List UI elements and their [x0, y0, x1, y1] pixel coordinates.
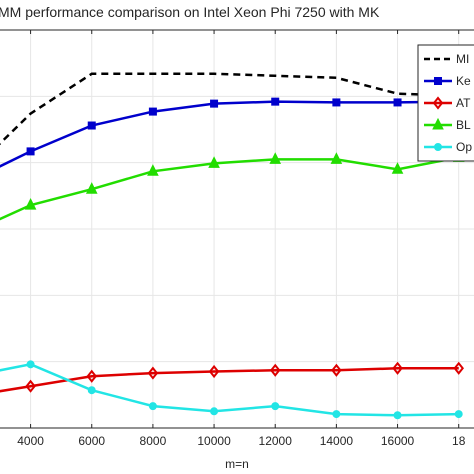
series-3-point-3 — [147, 164, 159, 176]
legend-label-1: Ke — [456, 74, 471, 88]
series-1-point-7 — [393, 98, 402, 107]
x-tick-label-5: 14000 — [320, 434, 354, 448]
x-tick-label-3: 10000 — [197, 434, 231, 448]
legend-entry-3: BL — [424, 117, 471, 132]
series-3-point-4 — [208, 156, 220, 168]
series-1-point-3 — [148, 107, 157, 116]
legend-label-3: BL — [456, 118, 471, 132]
x-tick-label-6: 16000 — [381, 434, 415, 448]
series-2-point-6 — [331, 363, 342, 377]
x-tick-label-2: 8000 — [140, 434, 167, 448]
series-4-point-4 — [210, 407, 219, 416]
series-3 — [0, 150, 465, 221]
legend-entry-0: MI — [424, 52, 469, 66]
series-2-point-8 — [453, 361, 464, 375]
x-tick-labels: 4000 6000 8000 10000 12000 14000 16000 18 — [17, 434, 465, 448]
series-2 — [0, 361, 464, 393]
x-axis-label: m=n — [225, 457, 249, 471]
x-tick-label-1: 6000 — [78, 434, 105, 448]
series-line-3 — [0, 156, 459, 221]
series-3-point-1 — [24, 198, 37, 210]
x-tick-label-7: 18 — [452, 434, 466, 448]
axis-frame — [0, 29, 474, 429]
legend-marker-3 — [432, 117, 444, 130]
series-4-point-7 — [393, 411, 402, 420]
series-1-point-5 — [271, 97, 280, 106]
series-4-point-6 — [332, 410, 341, 419]
series-0 — [0, 72, 459, 146]
series-2-point-4 — [208, 364, 220, 379]
legend: MI Ke AT BL Op — [417, 44, 474, 162]
legend-entry-2: AT — [424, 96, 471, 110]
series-4-point-3 — [148, 402, 157, 411]
series-layer — [0, 72, 465, 420]
legend-label-4: Op — [456, 140, 472, 154]
series-4-point-2 — [87, 386, 96, 395]
legend-marker-4 — [434, 143, 442, 151]
series-2-point-7 — [392, 361, 403, 375]
series-3-point-5 — [269, 152, 282, 164]
legend-marker-2 — [432, 96, 444, 110]
legend-entry-4: Op — [424, 140, 472, 154]
chart-title: MM performance comparison on Intel Xeon … — [0, 4, 380, 20]
series-line-0 — [0, 72, 459, 146]
legend-label-2: AT — [456, 96, 471, 110]
legend-label-0: MI — [456, 52, 469, 66]
series-2-point-2 — [86, 369, 98, 383]
series-line-2 — [0, 367, 459, 393]
series-3-point-2 — [85, 182, 98, 194]
series-4-point-1 — [26, 360, 35, 369]
series-4 — [0, 360, 463, 420]
series-3-point-6 — [330, 152, 343, 164]
x-tick-label-4: 12000 — [259, 434, 293, 448]
x-tick-label-0: 4000 — [17, 434, 44, 448]
grid — [0, 30, 474, 428]
series-1-point-2 — [87, 121, 96, 130]
series-1-point-4 — [210, 99, 219, 108]
series-1-point-1 — [26, 147, 35, 156]
legend-entry-1: Ke — [424, 74, 471, 88]
series-4-point-5 — [271, 402, 280, 411]
series-2-point-1 — [25, 379, 36, 393]
series-2-point-3 — [147, 366, 159, 380]
series-2-point-5 — [269, 363, 281, 377]
series-4-point-8 — [454, 410, 463, 419]
series-1-point-6 — [332, 98, 341, 107]
series-3-point-7 — [391, 162, 404, 174]
legend-marker-1 — [434, 77, 442, 85]
